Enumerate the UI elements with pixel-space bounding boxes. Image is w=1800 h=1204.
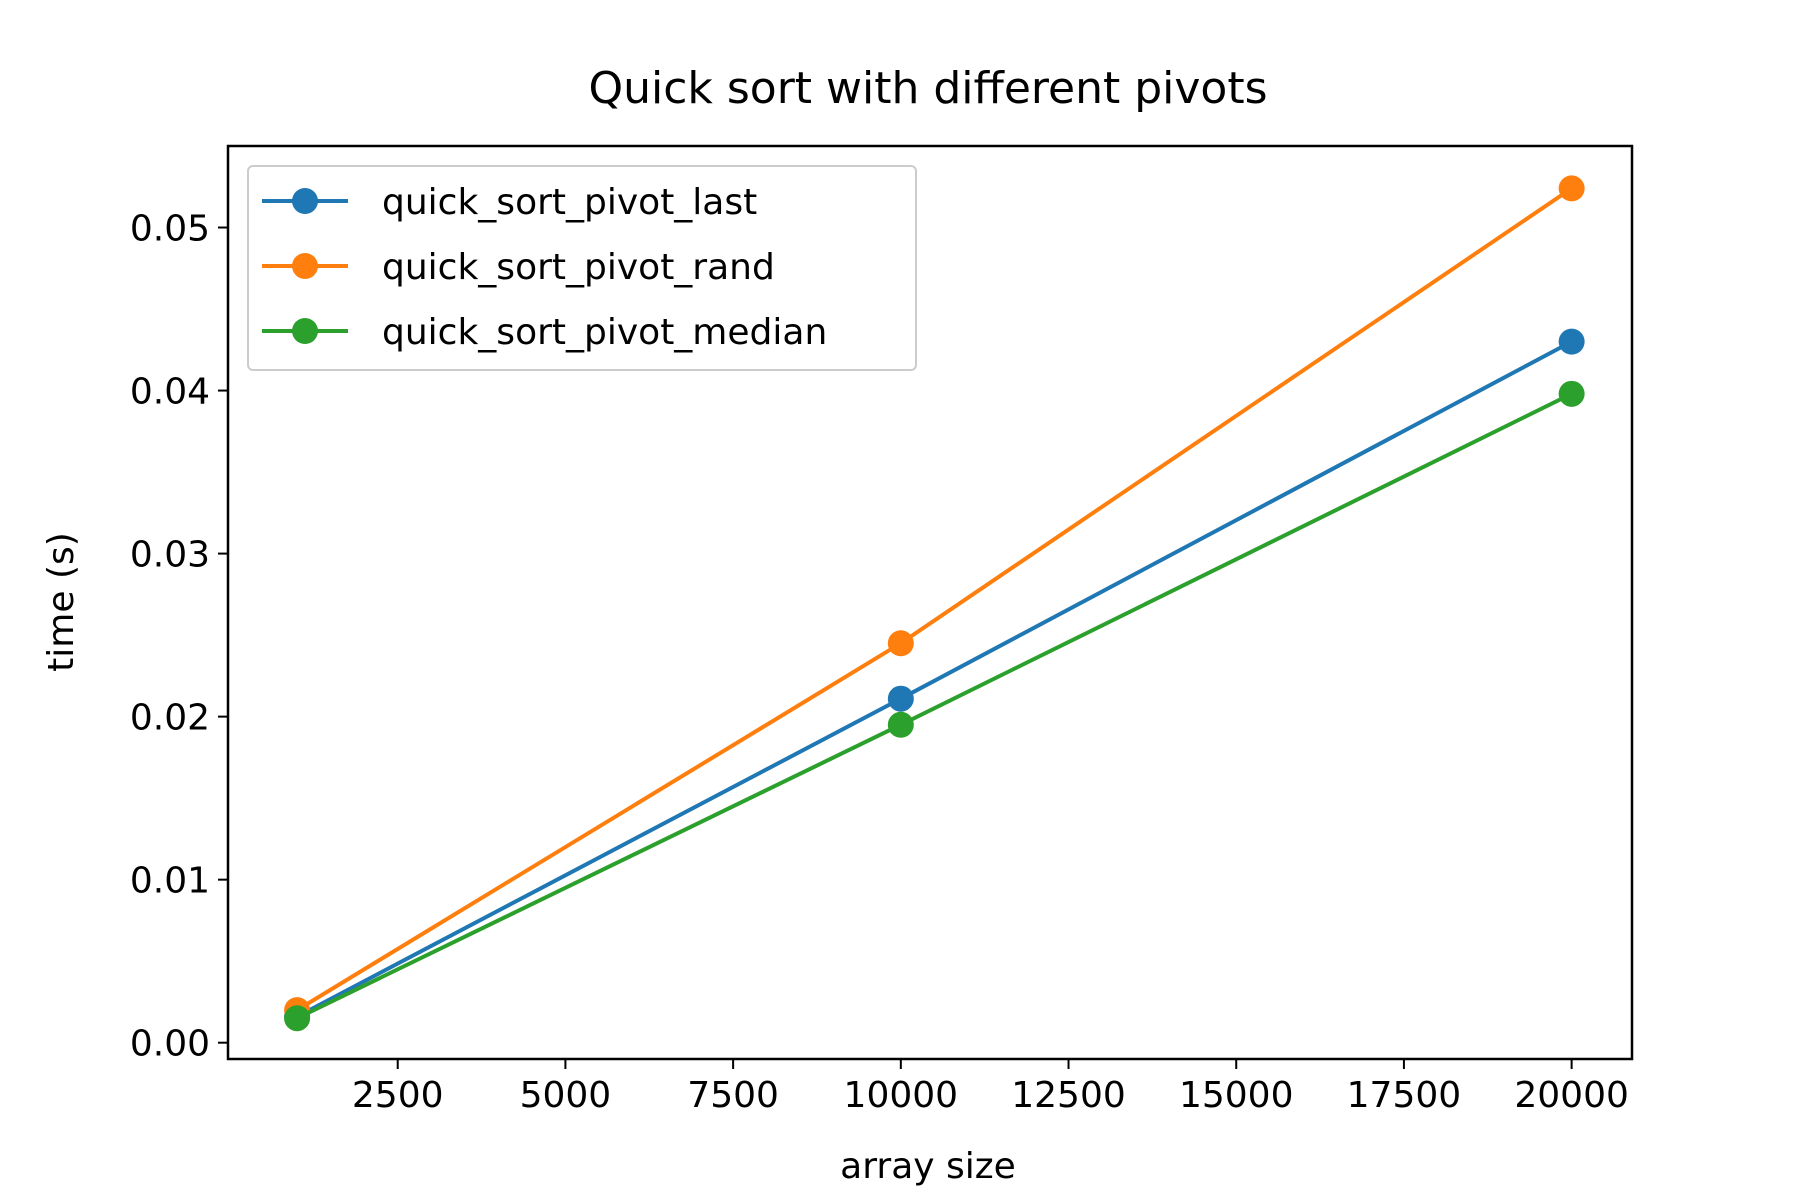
axes-frame: [226, 144, 1634, 1061]
y-tick-label: 0.02: [130, 698, 210, 739]
legend-marker: [292, 188, 318, 214]
y-axis-label: time (s): [41, 532, 82, 672]
y-tick-label: 0.04: [130, 372, 210, 413]
legend-label: quick_sort_pivot_rand: [382, 247, 775, 288]
x-tick-label: 17500: [1347, 1075, 1462, 1116]
x-tick-label: 10000: [844, 1075, 959, 1116]
y-axis: 0.00 0.01 0.02 0.03 0.04 0.05: [130, 209, 228, 1065]
data-point: [887, 685, 914, 712]
x-axis-label: array size: [840, 1146, 1016, 1187]
y-tick-label: 0.00: [130, 1024, 210, 1065]
x-tick-label: 2500: [352, 1075, 444, 1116]
x-tick-label: 5000: [520, 1075, 612, 1116]
x-tick-label: 7500: [687, 1075, 779, 1116]
data-point: [887, 630, 914, 657]
legend-label: quick_sort_pivot_last: [382, 182, 757, 223]
y-tick-label: 0.03: [130, 535, 210, 576]
x-tick-label: 20000: [1514, 1075, 1629, 1116]
legend: quick_sort_pivot_last quick_sort_pivot_ra…: [247, 165, 917, 371]
data-point: [887, 711, 914, 738]
data-point: [1558, 328, 1585, 355]
legend-marker: [292, 253, 318, 279]
data-point: [1558, 380, 1585, 407]
legend-label: quick_sort_pivot_median: [382, 312, 827, 353]
chart-title: Quick sort with different pivots: [588, 63, 1267, 114]
y-tick-label: 0.01: [130, 861, 210, 902]
plot-area: [284, 175, 1585, 1032]
x-axis: 2500 5000 7500 10000 12500 15000 17500 20000: [352, 1059, 1629, 1116]
y-tick-label: 0.05: [130, 209, 210, 250]
x-tick-label: 15000: [1179, 1075, 1294, 1116]
x-tick-label: 12500: [1011, 1075, 1126, 1116]
data-point: [284, 1005, 311, 1032]
legend-box: [247, 165, 917, 371]
data-point: [1558, 175, 1585, 202]
legend-marker: [292, 318, 318, 344]
